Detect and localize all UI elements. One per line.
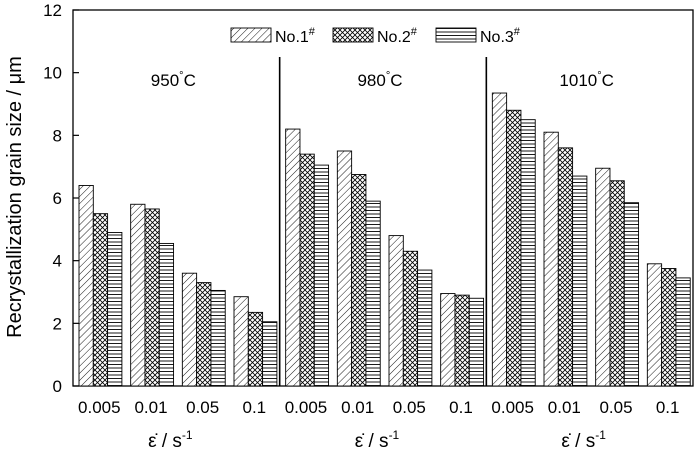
bar-no3-980-0.005 <box>313 164 330 387</box>
bar-no3-950-0.05 <box>210 289 226 387</box>
bar-no2-1010-0.05 <box>609 180 625 387</box>
bar-no3-980-0.05 <box>417 269 433 387</box>
x-tick-label: 0.05 <box>393 398 426 417</box>
legend-swatch-no3 <box>435 27 477 43</box>
bar-no3-1010-0.01 <box>572 175 588 387</box>
bar-no2-1010-0.005 <box>506 109 522 387</box>
bar-no2-980-0.005 <box>299 153 315 387</box>
bar-no3-1010-0.05 <box>623 202 640 387</box>
y-tick-label: 0 <box>53 377 62 396</box>
bar-no1-1010-0.005 <box>491 92 508 387</box>
y-tick-label: 10 <box>43 64 62 83</box>
bar-no2-980-0.1 <box>454 294 470 387</box>
bar-no1-950-0.05 <box>181 272 198 387</box>
bar-no2-950-0.005 <box>92 213 109 387</box>
legend-label-no3: No.3# <box>480 26 521 46</box>
x-tick-label: 0.1 <box>656 398 680 417</box>
bar-no2-1010-0.01 <box>557 147 574 387</box>
x-tick-label: 0.005 <box>491 398 534 417</box>
x-tick-label: 0.1 <box>449 398 473 417</box>
x-axis-unit-label: ε̇ / s-1 <box>561 428 606 452</box>
legend-swatch-no2 <box>332 27 374 43</box>
bar-no2-950-0.01 <box>144 208 160 387</box>
bar-no3-950-0.01 <box>158 242 175 387</box>
temperature-label: 1010°C <box>559 70 614 90</box>
bar-no1-950-0.005 <box>78 185 94 387</box>
x-tick-label: 0.005 <box>78 398 121 417</box>
legend-label-no2: No.2# <box>377 26 418 46</box>
y-axis-label: Recrystallization grain size / μm <box>4 56 26 338</box>
bar-no3-950-0.005 <box>107 232 123 387</box>
bar-no3-980-0.1 <box>468 297 485 387</box>
temperature-label: 980°C <box>357 70 402 90</box>
x-tick-label: 0.05 <box>599 398 632 417</box>
y-tick-label: 4 <box>53 252 62 271</box>
y-tick-label: 8 <box>53 126 62 145</box>
x-tick-label: 0.01 <box>341 398 374 417</box>
plot-area: 0 2 4 6 8 10 12 0.005 0.01 0.05 0.1 950°C ε̇ / s-1 0.… <box>43 1 694 452</box>
bar-no2-980-0.01 <box>351 174 367 387</box>
bar-no1-1010-0.01 <box>543 131 559 387</box>
bar-no1-1010-0.1 <box>646 263 663 387</box>
x-tick-label: 0.005 <box>285 398 328 417</box>
legend: No.1# No.2# No.3# <box>230 26 521 46</box>
bar-no1-1010-0.05 <box>595 167 611 387</box>
y-tick-label: 6 <box>53 189 62 208</box>
bar-no2-950-0.1 <box>247 311 264 387</box>
bar-no1-980-0.005 <box>285 128 301 387</box>
x-tick-label: 0.1 <box>243 398 267 417</box>
temperature-label: 950°C <box>151 70 196 90</box>
bar-no1-980-0.05 <box>388 235 404 387</box>
bar-no1-950-0.1 <box>233 296 249 387</box>
x-axis-unit-label: ε̇ / s-1 <box>355 428 400 452</box>
bar-no3-1010-0.005 <box>520 119 536 387</box>
bar-no2-980-0.05 <box>402 250 419 387</box>
legend-label-no1: No.1# <box>275 26 316 46</box>
legend-swatch-no1 <box>230 27 272 43</box>
bar-no1-980-0.1 <box>440 293 456 387</box>
bar-no1-980-0.01 <box>336 150 353 387</box>
bar-no3-1010-0.1 <box>675 277 691 387</box>
y-tick-label: 12 <box>43 1 62 20</box>
x-tick-label: 0.01 <box>548 398 581 417</box>
y-tick-label: 2 <box>53 314 62 333</box>
x-axis-unit-label: ε̇ / s-1 <box>148 428 193 452</box>
bar-no2-1010-0.1 <box>661 268 677 387</box>
bar-no3-950-0.1 <box>262 321 278 387</box>
bar-no2-950-0.05 <box>196 282 212 387</box>
bar-no1-950-0.01 <box>130 203 146 387</box>
bar-no3-980-0.01 <box>365 200 381 387</box>
x-tick-label: 0.01 <box>134 398 167 417</box>
x-tick-label: 0.05 <box>186 398 219 417</box>
